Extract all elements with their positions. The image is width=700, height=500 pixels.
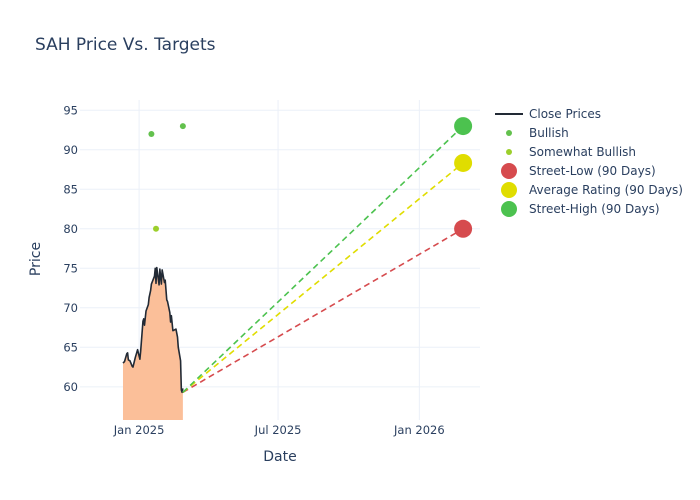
close-price-area bbox=[122, 267, 183, 420]
y-tick-label: 65 bbox=[63, 340, 78, 354]
x-axis-ticks: Jan 2025 Jul 2025 Jan 2026 bbox=[113, 423, 445, 437]
legend-item-close-prices: Close Prices bbox=[495, 107, 601, 121]
x-tick-label: Jan 2025 bbox=[113, 423, 165, 437]
legend-item-street-high-90-days: Street-High (90 Days) bbox=[501, 201, 660, 217]
x-axis-title: Date bbox=[263, 449, 296, 465]
legend: Close Prices Bullish Somewhat Bullish Stree… bbox=[495, 107, 683, 217]
legend-item-bullish: Bullish bbox=[506, 126, 569, 140]
close-prices-line bbox=[122, 266, 184, 394]
y-tick-label: 60 bbox=[63, 380, 78, 394]
y-tick-label: 90 bbox=[63, 143, 78, 157]
bullish-point bbox=[179, 123, 186, 130]
series-lines bbox=[122, 125, 464, 394]
legend-marker-swatch bbox=[501, 182, 517, 198]
legend-item-street-low-90-days: Street-Low (90 Days) bbox=[501, 163, 656, 179]
y-tick-label: 80 bbox=[63, 222, 78, 236]
legend-marker-swatch bbox=[501, 163, 517, 179]
chart-title: SAH Price Vs. Targets bbox=[35, 35, 216, 55]
street-high-90-days-dashed-line bbox=[182, 125, 464, 393]
legend-marker-swatch bbox=[501, 201, 517, 217]
legend-label: Bullish bbox=[529, 126, 569, 140]
close-prices-area bbox=[122, 267, 183, 420]
street-low-90-days-dashed-line bbox=[182, 228, 464, 394]
somewhat-bullish-point bbox=[153, 225, 160, 232]
legend-label: Street-Low (90 Days) bbox=[529, 164, 656, 178]
bullish-point bbox=[148, 130, 155, 137]
y-tick-label: 75 bbox=[63, 261, 78, 275]
y-tick-label: 70 bbox=[63, 301, 78, 315]
legend-label: Close Prices bbox=[529, 107, 601, 121]
y-tick-label: 85 bbox=[63, 182, 78, 196]
average-rating-90-days-target-point bbox=[454, 153, 473, 172]
x-tick-label: Jan 2026 bbox=[393, 423, 445, 437]
legend-item-average-rating-90-days: Average Rating (90 Days) bbox=[501, 182, 683, 198]
legend-item-somewhat-bullish: Somewhat Bullish bbox=[506, 145, 636, 159]
legend-label: Average Rating (90 Days) bbox=[529, 183, 683, 197]
legend-marker-swatch bbox=[506, 130, 512, 136]
y-axis-title: Price bbox=[28, 242, 44, 276]
legend-label: Street-High (90 Days) bbox=[529, 202, 660, 216]
street-high-90-days-target-point bbox=[454, 117, 473, 136]
y-tick-label: 95 bbox=[63, 103, 78, 117]
legend-label: Somewhat Bullish bbox=[529, 145, 636, 159]
series-markers bbox=[148, 117, 473, 238]
average-rating-90-days-dashed-line bbox=[182, 162, 464, 393]
street-low-90-days-target-point bbox=[454, 219, 473, 238]
x-tick-label: Jul 2025 bbox=[254, 423, 302, 437]
legend-marker-swatch bbox=[506, 149, 512, 155]
y-axis-ticks: 60 65 70 75 80 85 90 95 bbox=[63, 103, 78, 394]
